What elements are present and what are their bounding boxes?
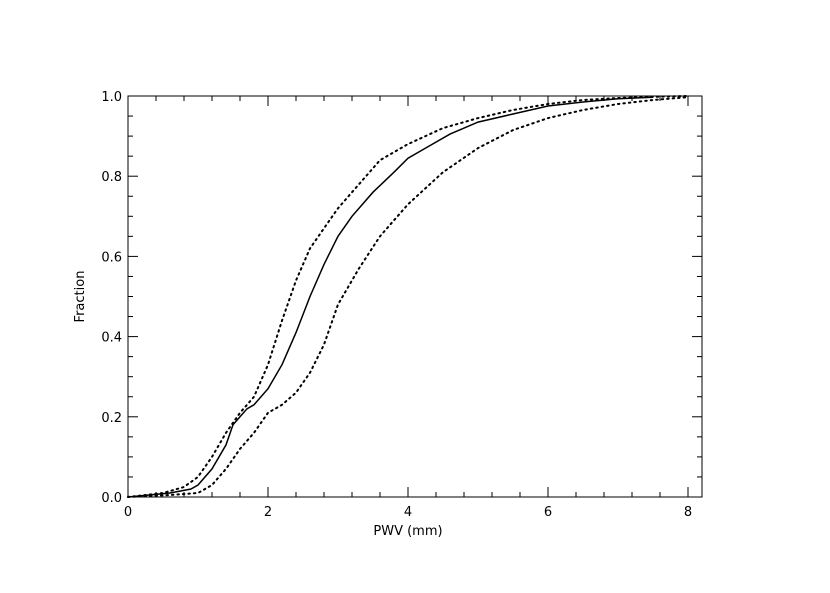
solid-cdf-curve [127,96,654,498]
y-tick-label: 0.4 [101,331,122,346]
x-tick-label: 8 [684,505,692,520]
x-tick-label: 6 [544,505,552,520]
y-tick-label: 0.8 [101,170,122,185]
y-tick-label: 0.6 [101,250,122,265]
dotted-bound-curve [127,96,689,498]
x-tick-label: 2 [264,505,272,520]
y-tick-label: 1.0 [101,90,122,105]
x-tick-label: 4 [404,505,412,520]
dotted-bound-curve [127,95,689,498]
x-axis-label: PWV (mm) [373,524,442,539]
plot-area [127,95,689,498]
axis-ticks [127,95,702,498]
y-tick-label: 0.2 [101,411,122,426]
tick-labels: 0 2 4 6 8 0.0 0.2 0.4 0.6 0.8 1.0 [101,90,692,520]
y-tick-label: 0.0 [101,491,122,506]
x-tick-label: 0 [124,505,132,520]
y-axis-label: Fraction [73,271,88,323]
plot-frame [127,95,703,498]
